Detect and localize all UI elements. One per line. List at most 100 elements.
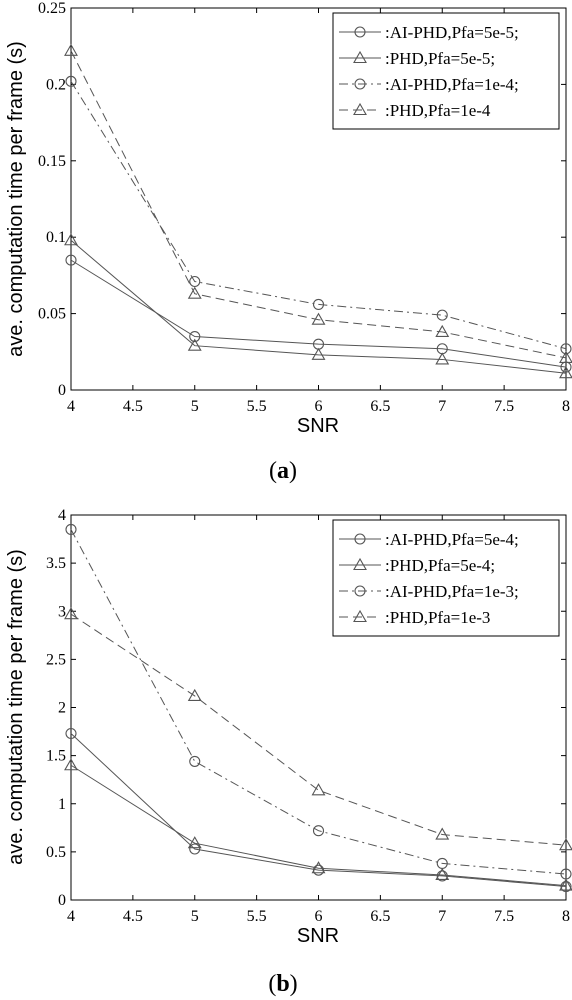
data-point: [187, 688, 202, 702]
panel-label: (b): [268, 971, 297, 997]
series-line: [70, 50, 567, 359]
x-tick-label: 4: [67, 398, 75, 415]
data-point: [65, 727, 77, 740]
y-tick-label: 3.5: [46, 555, 66, 572]
x-tick-label: 5.5: [247, 398, 267, 415]
data-point: [435, 324, 450, 337]
series-line: [70, 239, 567, 374]
legend-marker: [353, 102, 367, 116]
data-point: [64, 43, 78, 56]
legend-entry: :AI-PHD,Pfa=1e-3;: [385, 582, 519, 601]
y-tick-label: 0: [58, 892, 66, 909]
data-point: [560, 880, 572, 893]
y-tick-label: 2: [58, 700, 66, 717]
data-point: [311, 347, 326, 360]
data-point: [64, 607, 78, 620]
data-point: [189, 843, 201, 855]
legend: :AI-PHD,Pfa=5e-4;:PHD,Pfa=5e-4;:AI-PHD,P…: [332, 519, 560, 637]
x-tick-label: 7.5: [494, 398, 514, 415]
x-axis-label: SNR: [297, 925, 339, 947]
x-tick-label: 5: [191, 908, 199, 925]
x-tick-label: 7: [438, 398, 446, 415]
legend-entry: :PHD,Pfa=1e-4: [385, 101, 491, 120]
panel-label-letter: a: [277, 458, 289, 484]
y-tick-label: 1.5: [46, 748, 66, 765]
y-tick-label: 3: [58, 603, 66, 620]
data-point: [435, 827, 450, 840]
data-point: [189, 755, 201, 767]
x-tick-label: 8: [562, 908, 570, 925]
x-tick-label: 4.5: [123, 398, 143, 415]
data-point: [311, 312, 326, 325]
legend-marker: [354, 78, 366, 90]
legend-entry: :AI-PHD,Pfa=5e-4;: [385, 530, 519, 549]
data-point: [559, 350, 572, 363]
data-point: [65, 75, 77, 87]
data-point: [312, 298, 325, 310]
data-point: [64, 758, 78, 771]
series-line: [70, 613, 567, 846]
y-tick-label: 0.15: [38, 153, 66, 170]
legend-marker: [353, 50, 367, 64]
legend-marker: [354, 26, 366, 38]
series-2: [65, 523, 572, 880]
data-point: [311, 861, 326, 874]
y-tick-label: 1: [58, 796, 66, 813]
y-tick-label: 4: [58, 507, 66, 524]
y-axis-label: ave. computation time per frame (s): [5, 549, 27, 865]
data-point: [189, 275, 201, 288]
series-line: [70, 81, 567, 350]
series-0: [65, 727, 572, 893]
data-point: [436, 309, 448, 321]
data-point: [189, 330, 201, 343]
data-point: [559, 838, 572, 851]
x-tick-label: 6: [315, 398, 323, 415]
y-tick-label: 0.05: [38, 306, 66, 323]
data-point: [65, 254, 77, 266]
series-1: [64, 758, 572, 891]
data-point: [311, 783, 326, 796]
legend-entry: :AI-PHD,Pfa=5e-5;: [385, 23, 519, 42]
y-tick-label: 0.5: [46, 844, 66, 861]
panel-label-letter: b: [276, 971, 289, 997]
series-2: [65, 75, 572, 355]
series-3: [64, 43, 572, 363]
data-point: [559, 366, 572, 379]
y-tick-label: 0.25: [38, 0, 66, 17]
x-tick-label: 6.5: [370, 908, 390, 925]
y-tick-label: 0.2: [46, 76, 66, 93]
series-1: [64, 233, 572, 379]
legend-entry: :AI-PHD,Pfa=1e-4;: [385, 75, 519, 94]
x-tick-label: 4: [67, 908, 75, 925]
series-line: [70, 733, 567, 888]
data-point: [187, 836, 202, 849]
data-point: [435, 867, 450, 881]
data-point: [187, 338, 202, 351]
data-point: [64, 233, 78, 246]
panel-label: (a): [269, 458, 297, 484]
x-tick-label: 8: [562, 398, 570, 415]
data-point: [560, 868, 572, 880]
x-tick-label: 5: [191, 398, 199, 415]
legend: :AI-PHD,Pfa=5e-5;:PHD,Pfa=5e-5;:AI-PHD,P…: [332, 12, 560, 130]
data-point: [312, 825, 325, 837]
chart-panel-a: 4 4.5 5 5.5 6 6.5 7 7.5 8 0 0.05 0.1 0.15 0.2 0.25 SNR a…: [5, 0, 572, 484]
y-tick-label: 0: [58, 382, 66, 399]
x-tick-label: 7: [438, 908, 446, 925]
data-point: [436, 857, 448, 869]
legend-marker: [354, 585, 366, 597]
chart-panel-b: 4 4.5 5 5.5 6 6.5 7 7.5 8 0 0.5 1 1.5 2 2.5 3 3.5 4 SNR ave…: [5, 507, 572, 997]
legend-marker: [353, 557, 367, 571]
data-point: [435, 352, 450, 365]
data-point: [559, 878, 572, 891]
series-line: [70, 529, 567, 875]
x-tick-label: 6.5: [370, 398, 390, 415]
legend-marker: [354, 533, 366, 545]
series-line: [70, 764, 567, 887]
x-tick-label: 4.5: [123, 908, 143, 925]
data-point: [65, 523, 77, 535]
x-tick-label: 5.5: [247, 908, 267, 925]
x-tick-label: 6: [315, 908, 323, 925]
legend-entry: :PHD,Pfa=1e-3: [385, 608, 490, 627]
